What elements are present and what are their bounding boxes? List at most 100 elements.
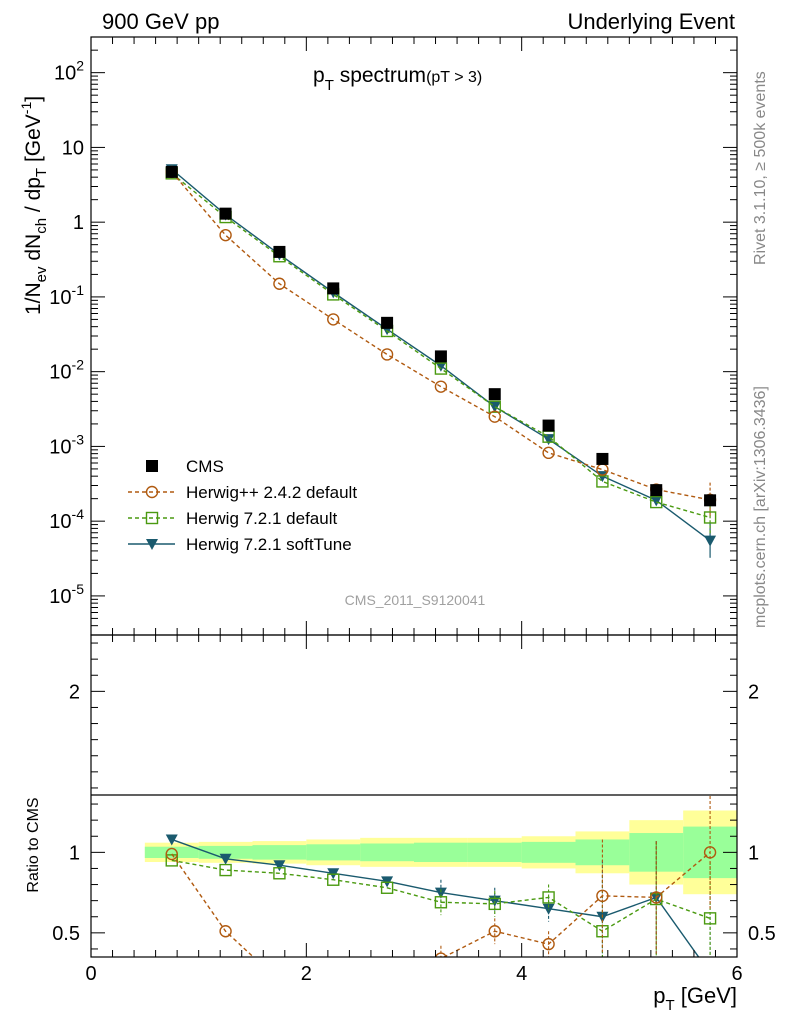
- data-point: [488, 388, 501, 401]
- data-point: [650, 495, 663, 507]
- rivet-version-label: Rivet 3.1.10, ≥ 500k events: [752, 71, 769, 265]
- data-point: [327, 313, 340, 326]
- data-point: [488, 410, 501, 423]
- ratio-uncertainty-bands: [144, 810, 737, 895]
- inner-band: [198, 845, 253, 859]
- data-point: [596, 475, 609, 488]
- ratio-panel-frame: [90, 634, 738, 958]
- ratio-point: [273, 860, 286, 872]
- ratio-point: [704, 968, 716, 979]
- main-title-p: p: [313, 64, 325, 87]
- ratio-series-herwig-2-4-2-default: [165, 796, 717, 1019]
- inner-band: [144, 846, 199, 858]
- ratio-point: [327, 873, 340, 886]
- main-y-tick-label: 10-3: [49, 431, 84, 458]
- data-point: [704, 494, 717, 507]
- main-y-tick-label: 10-1: [49, 282, 84, 309]
- analysis-watermark: CMS_2011_S9120041: [345, 592, 486, 608]
- inner-band: [360, 843, 414, 862]
- main-y-tick-labels: 10-5 10-4 10-3 10-2 10-1 1 10 102: [49, 58, 84, 608]
- main-title-cut: (pT > 3): [426, 69, 482, 86]
- ratio-point: [273, 867, 286, 880]
- ratio-y-tick-label-left: 1: [69, 842, 80, 864]
- ratio-point: [542, 903, 555, 915]
- legend: CMS Herwig++ 2.4.2 default Herwig 7.2.1 de…: [128, 457, 357, 554]
- ratio-point: [650, 891, 663, 904]
- data-point: [704, 535, 717, 547]
- ratio-point: [382, 1008, 393, 1019]
- data-point: [650, 495, 663, 509]
- series-cms: [165, 165, 717, 507]
- x-axis-label: pT [GeV]: [653, 983, 737, 1014]
- data-point: [703, 511, 717, 524]
- data-point: [219, 207, 232, 220]
- inner-band: [467, 842, 522, 863]
- data-point: [650, 484, 663, 497]
- series-line: [171, 171, 711, 501]
- main-y-tick-label: 10: [62, 137, 84, 159]
- ratio-point: [434, 952, 447, 957]
- main-y-tick-label: 10-2: [49, 357, 84, 384]
- data-point: [542, 419, 555, 432]
- legend-item: Herwig++ 2.4.2 default: [128, 483, 357, 502]
- ratio-series-group: [165, 796, 717, 1019]
- main-series-group: [165, 164, 717, 558]
- source-label: mcplots.cern.ch [arXiv:1306.3436]: [752, 386, 769, 628]
- data-point: [596, 452, 609, 465]
- inner-band: [521, 841, 576, 863]
- main-y-tick-label: 102: [54, 58, 84, 85]
- legend-item: Herwig 7.2.1 default: [128, 509, 337, 528]
- data-point: [380, 348, 394, 361]
- x-tick-label: 0: [85, 963, 96, 985]
- series-line: [171, 172, 711, 519]
- ratio-point: [596, 889, 609, 903]
- x-tick-label: 4: [516, 963, 527, 985]
- legend-marker: [146, 460, 158, 472]
- data-point: [327, 282, 340, 295]
- ratio-y-tick-label-left: 0.5: [52, 923, 80, 945]
- ratio-point: [488, 925, 501, 938]
- legend-item: CMS: [146, 457, 224, 476]
- data-point: [434, 350, 447, 363]
- main-y-tick-label: 10-4: [49, 506, 84, 533]
- ratio-point: [165, 834, 178, 846]
- legend-marker: [146, 539, 158, 550]
- inner-band: [306, 844, 361, 861]
- ratio-point: [434, 887, 447, 899]
- inner-band: [252, 845, 307, 860]
- data-point: [542, 446, 555, 460]
- legend-label: Herwig 7.2.1 softTune: [186, 535, 352, 554]
- ratio-y-tick-label-right: 1: [748, 842, 759, 864]
- inner-band: [414, 842, 468, 863]
- legend-item: Herwig 7.2.1 softTune: [128, 535, 352, 554]
- series-herwig-2-4-2-default: [165, 165, 717, 518]
- legend-marker: [145, 511, 159, 525]
- ratio-point: [219, 925, 232, 938]
- ratio-point: [703, 846, 717, 859]
- ratio-y-tick-label-right: 2: [748, 681, 759, 703]
- data-point: [434, 380, 448, 393]
- main-axis-ticks: [90, 36, 738, 636]
- ratio-point: [542, 937, 555, 951]
- data-point: [542, 434, 555, 446]
- ratio-point: [542, 891, 555, 904]
- legend-label: Herwig++ 2.4.2 default: [186, 483, 357, 502]
- ratio-tick-labels: 0.5 0.5 1 1 2 2 0 2 4 6: [52, 681, 776, 985]
- data-point: [273, 245, 286, 258]
- ratio-y-tick-label-left: 2: [69, 681, 80, 703]
- legend-label: Herwig 7.2.1 default: [186, 509, 337, 528]
- main-title: pT spectrum(pT > 3): [313, 64, 482, 94]
- main-title-rest: spectrum: [334, 64, 426, 87]
- data-point: [381, 316, 394, 329]
- main-title-sub: T: [325, 77, 334, 94]
- data-point: [488, 400, 501, 413]
- ratio-y-tick-label-right: 0.5: [748, 923, 776, 945]
- main-y-tick-label: 1: [73, 212, 84, 234]
- ratio-axis-ticks: [90, 635, 738, 957]
- x-tick-label: 6: [731, 963, 742, 985]
- ratio-point: [219, 853, 232, 865]
- ratio-point: [219, 863, 232, 877]
- ratio-point: [274, 976, 285, 987]
- data-point: [219, 228, 232, 242]
